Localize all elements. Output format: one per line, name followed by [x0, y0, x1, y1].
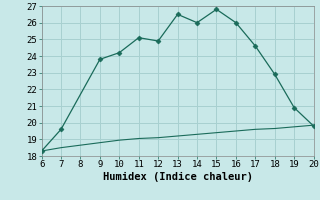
X-axis label: Humidex (Indice chaleur): Humidex (Indice chaleur): [103, 172, 252, 182]
